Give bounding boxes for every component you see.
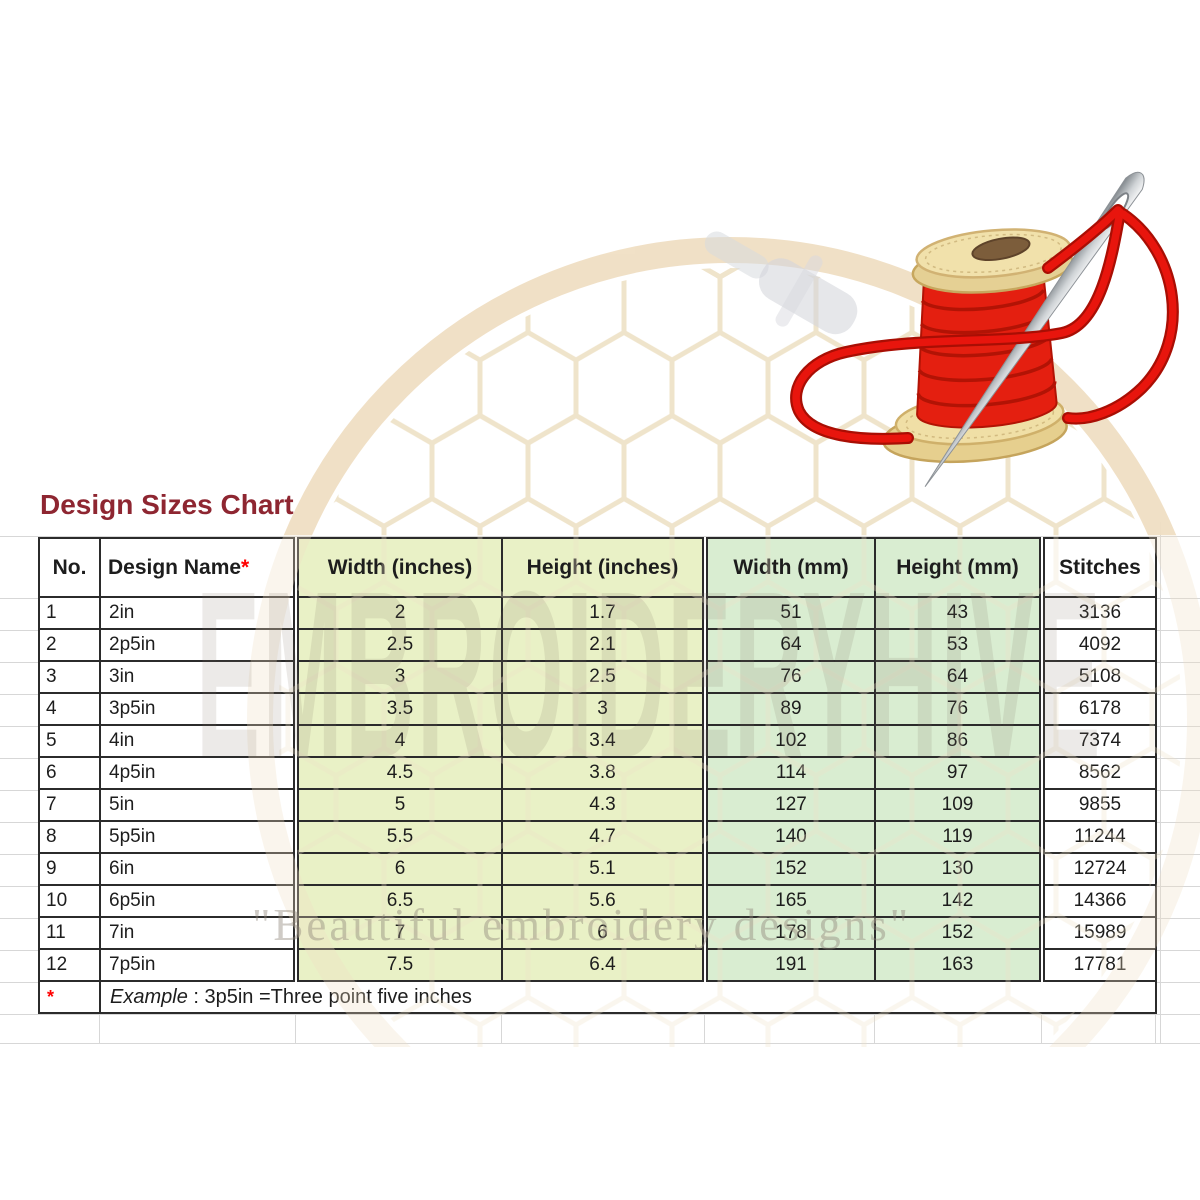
required-asterisk: * [241,555,250,579]
cell-no: 12 [38,948,101,982]
cell-width-mm: 152 [702,852,876,886]
cell-design-name: 6in [99,852,297,886]
cell-design-name: 3p5in [99,692,297,726]
cell-width-inches: 6 [293,852,503,886]
watermark-brand-text: EMBROIDERYHIVE [196,541,1104,807]
cell-no: 1 [38,596,101,630]
cell-width-inches: 5.5 [293,820,503,854]
cell-no: 4 [38,692,101,726]
cell-stitches: 12724 [1039,852,1157,886]
sewing-needle-icon [924,171,1145,487]
cell-height-mm: 119 [874,820,1043,854]
cell-no: 11 [38,916,101,950]
footnote-rest: : 3p5in =Three point five inches [187,985,472,1008]
cell-no: 6 [38,756,101,790]
cell-no: 2 [38,628,101,662]
cell-design-name: 5in [99,788,297,822]
footnote-example-label: Example [110,985,188,1008]
cell-design-name: 7p5in [99,948,297,982]
cell-height-inches: 4.7 [501,820,706,854]
cell-design-name: 6p5in [99,884,297,918]
cell-stitches: 17781 [1039,948,1157,982]
cell-design-name: 5p5in [99,820,297,854]
cell-height-mm: 130 [874,852,1043,886]
page-title: Design Sizes Chart [40,489,294,520]
cell-width-inches: 7.5 [293,948,503,982]
design-name-label: Design Name [108,555,242,579]
footnote-text: Example : 3p5in =Three point five inches [99,980,1157,1014]
cell-no: 10 [38,884,101,918]
footnote-marker: * [38,980,101,1014]
cell-stitches: 15989 [1039,916,1157,950]
hoop-screw-icon [704,231,858,335]
cell-height-mm: 163 [874,948,1043,982]
col-header-design-name: Design Name* [99,537,297,598]
cell-stitches: 14366 [1039,884,1157,918]
watermark-tagline-text: "Beautiful embroidery designs" [252,900,912,950]
cell-stitches: 11244 [1039,820,1157,854]
footnote-row: * Example : 3p5in =Three point five inch… [38,980,1157,1014]
cell-no: 9 [38,852,101,886]
cell-width-mm: 191 [702,948,876,982]
table-row: 9 6in 6 5.1 152 130 12724 [38,852,1157,886]
thread-spool-icon [882,228,1074,464]
cell-no: 3 [38,660,101,694]
needle-eye [1101,192,1130,230]
cell-height-inches: 6.4 [501,948,706,982]
table-row: 12 7p5in 7.5 6.4 191 163 17781 [38,948,1157,982]
col-header-no: No. [38,537,101,598]
cell-no: 8 [38,820,101,854]
table-row: 8 5p5in 5.5 4.7 140 119 11244 [38,820,1157,854]
cell-width-mm: 140 [702,820,876,854]
cell-no: 5 [38,724,101,758]
red-thread-icon [790,204,1179,445]
cell-design-name: 4p5in [99,756,297,790]
cell-height-inches: 5.1 [501,852,706,886]
cell-no: 7 [38,788,101,822]
